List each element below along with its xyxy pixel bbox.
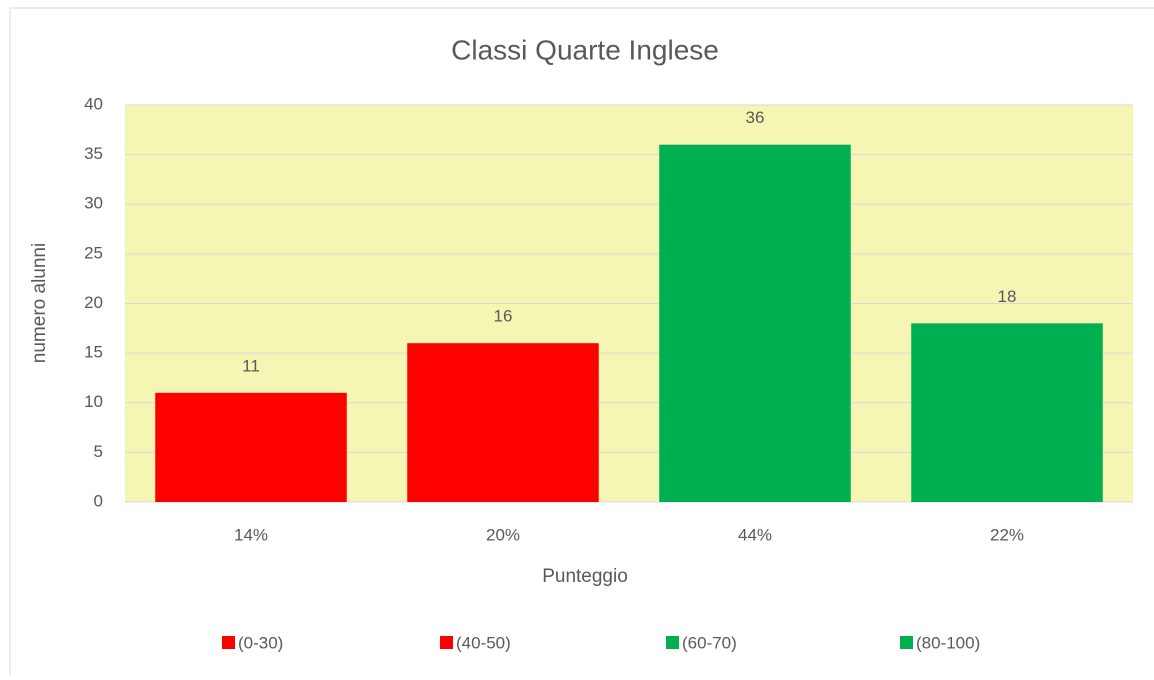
bar <box>911 323 1103 502</box>
bar <box>659 144 851 502</box>
legend-label: (40-50) <box>456 633 511 652</box>
y-tick-label: 30 <box>84 194 103 213</box>
legend-swatch <box>666 636 679 649</box>
y-tick-label: 0 <box>94 491 103 510</box>
data-label: 36 <box>746 108 765 127</box>
y-tick-label: 10 <box>84 392 103 411</box>
y-tick-label: 25 <box>84 243 103 262</box>
legend-label: (60-70) <box>682 633 737 652</box>
data-label: 11 <box>242 356 260 375</box>
bar <box>155 392 347 502</box>
legend-swatch <box>900 636 913 649</box>
legend-label: (80-100) <box>916 633 980 652</box>
x-tick-label: 22% <box>990 525 1024 544</box>
chart-title: Classi Quarte Inglese <box>451 34 719 65</box>
x-tick-label: 44% <box>738 525 772 544</box>
y-tick-label: 40 <box>84 94 103 113</box>
y-tick-label: 20 <box>84 293 103 312</box>
data-label: 18 <box>998 287 1017 306</box>
y-tick-label: 5 <box>94 442 103 461</box>
x-axis-label: Punteggio <box>542 566 628 587</box>
bar <box>407 343 599 502</box>
y-tick-label: 15 <box>84 343 103 362</box>
y-tick-label: 35 <box>84 144 103 163</box>
legend-swatch <box>440 636 453 649</box>
data-label: 16 <box>494 307 513 326</box>
x-tick-label: 14% <box>234 525 268 544</box>
legend-swatch <box>222 636 235 649</box>
x-tick-label: 20% <box>486 525 520 544</box>
y-axis-label: numero alunni <box>29 243 50 363</box>
legend-label: (0-30) <box>238 633 283 652</box>
